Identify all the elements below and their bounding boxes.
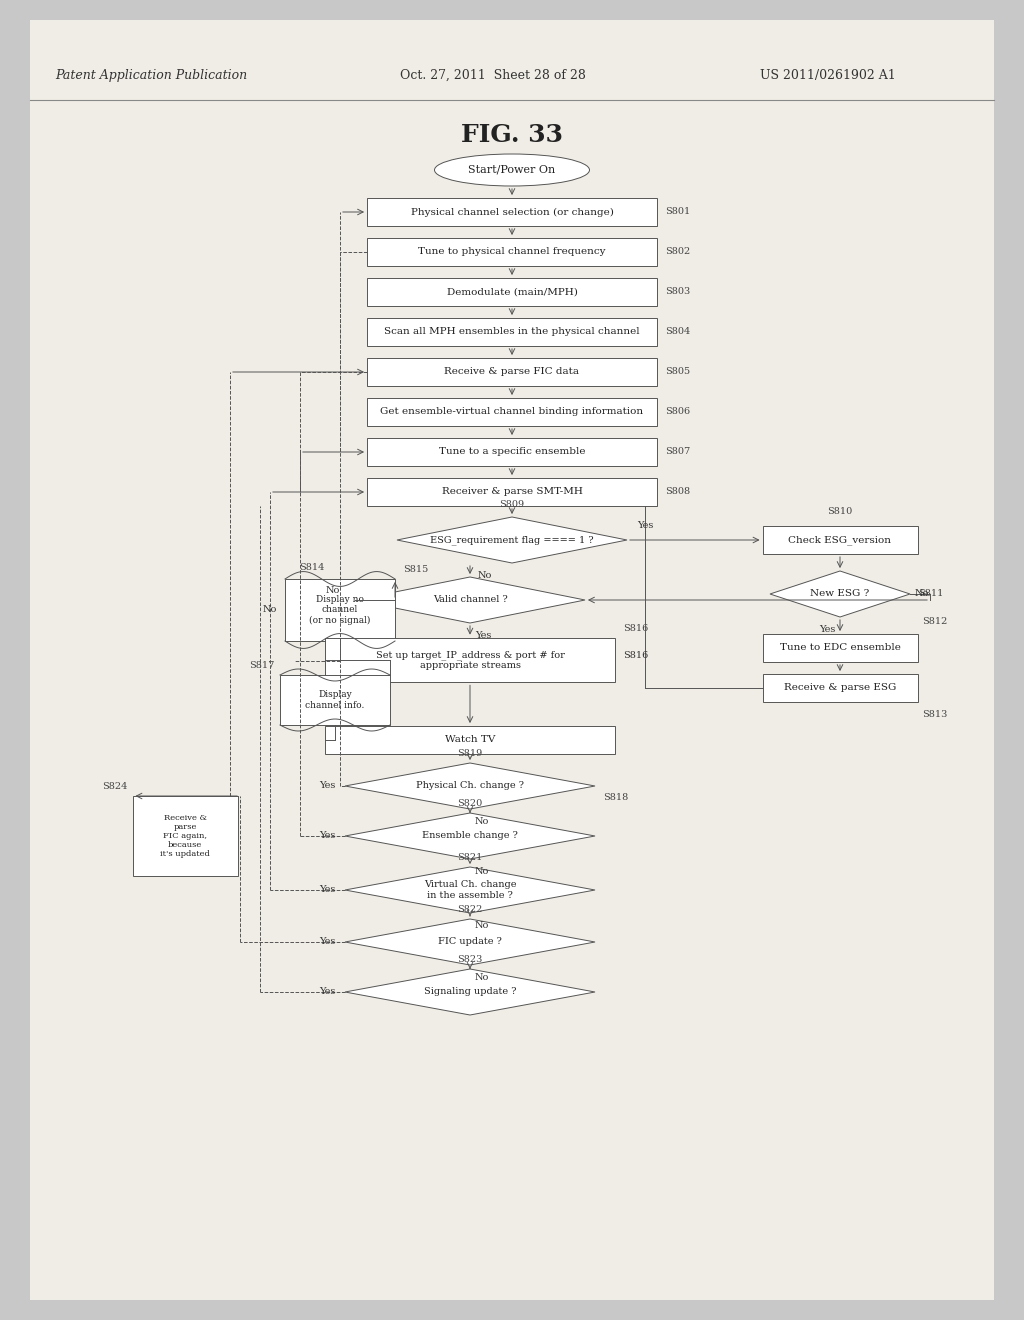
Bar xyxy=(367,238,657,267)
Text: S814: S814 xyxy=(300,564,325,572)
Text: S817: S817 xyxy=(250,661,275,671)
Text: Receive & parse FIC data: Receive & parse FIC data xyxy=(444,367,580,376)
Bar xyxy=(763,525,918,554)
Polygon shape xyxy=(345,763,595,809)
Text: Tune to physical channel frequency: Tune to physical channel frequency xyxy=(418,248,606,256)
Text: Receiver & parse SMT-MH: Receiver & parse SMT-MH xyxy=(441,487,583,496)
Text: S824: S824 xyxy=(102,781,128,791)
Text: FIC update ?: FIC update ? xyxy=(438,937,502,946)
Bar xyxy=(367,438,657,466)
Text: No: No xyxy=(262,606,278,615)
Text: S821: S821 xyxy=(458,853,482,862)
Text: Yes: Yes xyxy=(318,886,335,895)
Text: S806: S806 xyxy=(665,408,690,417)
Bar xyxy=(367,399,657,426)
Text: S816: S816 xyxy=(623,623,648,632)
Text: Start/Power On: Start/Power On xyxy=(468,165,556,176)
Text: Valid channel ?: Valid channel ? xyxy=(432,595,507,605)
Polygon shape xyxy=(770,572,910,616)
Text: S801: S801 xyxy=(665,207,690,216)
Text: S804: S804 xyxy=(665,327,690,337)
Text: No: No xyxy=(478,572,493,579)
Text: Ensemble change ?: Ensemble change ? xyxy=(422,832,518,841)
Text: Receive & parse ESG: Receive & parse ESG xyxy=(783,684,896,693)
Text: S810: S810 xyxy=(827,507,853,516)
Ellipse shape xyxy=(434,154,590,186)
Text: Yes: Yes xyxy=(318,937,335,946)
Text: Virtual Ch. change
in the assemble ?: Virtual Ch. change in the assemble ? xyxy=(424,880,516,900)
Text: ESG_requirement flag ==== 1 ?: ESG_requirement flag ==== 1 ? xyxy=(430,535,594,545)
Text: Yes: Yes xyxy=(318,781,335,791)
Text: New ESG ?: New ESG ? xyxy=(810,590,869,598)
Text: S818: S818 xyxy=(603,793,629,803)
Polygon shape xyxy=(397,517,627,564)
Text: Get ensemble-virtual channel binding information: Get ensemble-virtual channel binding inf… xyxy=(381,408,643,417)
Text: Signaling update ?: Signaling update ? xyxy=(424,987,516,997)
Text: Yes: Yes xyxy=(318,832,335,841)
Text: FIG. 33: FIG. 33 xyxy=(461,123,563,147)
Text: Display no
channel
(or no signal): Display no channel (or no signal) xyxy=(309,595,371,624)
Text: No: No xyxy=(326,586,340,595)
Text: Yes: Yes xyxy=(637,521,653,531)
Polygon shape xyxy=(345,813,595,859)
Text: No: No xyxy=(475,921,489,931)
Polygon shape xyxy=(345,969,595,1015)
Polygon shape xyxy=(355,577,585,623)
Bar xyxy=(763,634,918,663)
Bar xyxy=(325,638,615,682)
Text: S823: S823 xyxy=(458,954,482,964)
Text: Demodulate (main/MPH): Demodulate (main/MPH) xyxy=(446,288,578,297)
Text: S815: S815 xyxy=(403,565,428,574)
Text: Patent Application Publication: Patent Application Publication xyxy=(55,69,247,82)
Text: Physical channel selection (or change): Physical channel selection (or change) xyxy=(411,207,613,216)
Text: Receive &
parse
FIC again,
because
it's updated: Receive & parse FIC again, because it's … xyxy=(160,813,210,858)
Text: S822: S822 xyxy=(458,906,482,913)
Bar xyxy=(367,318,657,346)
Text: No: No xyxy=(475,973,489,982)
Text: Tune to a specific ensemble: Tune to a specific ensemble xyxy=(438,447,586,457)
Bar xyxy=(285,579,395,642)
Bar xyxy=(132,796,238,876)
Bar xyxy=(325,726,615,754)
Text: Check ESG_version: Check ESG_version xyxy=(788,535,892,545)
Text: No: No xyxy=(915,590,930,598)
Text: Set up target_IP_address & port # for
appropriate streams: Set up target_IP_address & port # for ap… xyxy=(376,649,564,671)
Text: S816: S816 xyxy=(623,652,648,660)
Bar xyxy=(367,358,657,385)
Text: S820: S820 xyxy=(458,799,482,808)
Text: Oct. 27, 2011  Sheet 28 of 28: Oct. 27, 2011 Sheet 28 of 28 xyxy=(400,69,586,82)
Bar xyxy=(367,279,657,306)
Text: S811: S811 xyxy=(918,590,943,598)
Text: S819: S819 xyxy=(458,748,482,758)
Text: Tune to EDC ensemble: Tune to EDC ensemble xyxy=(779,644,900,652)
Text: US 2011/0261902 A1: US 2011/0261902 A1 xyxy=(760,69,896,82)
Text: Scan all MPH ensembles in the physical channel: Scan all MPH ensembles in the physical c… xyxy=(384,327,640,337)
Text: Yes: Yes xyxy=(318,987,335,997)
Text: S813: S813 xyxy=(923,710,948,719)
Text: No: No xyxy=(475,817,489,826)
Bar xyxy=(367,478,657,506)
Bar xyxy=(367,198,657,226)
Polygon shape xyxy=(345,867,595,913)
Text: S805: S805 xyxy=(665,367,690,376)
Bar xyxy=(280,675,390,725)
Text: Watch TV: Watch TV xyxy=(444,735,496,744)
Text: S807: S807 xyxy=(665,447,690,457)
Text: S803: S803 xyxy=(665,288,690,297)
Text: S809: S809 xyxy=(500,500,524,510)
Text: S802: S802 xyxy=(665,248,690,256)
Text: No: No xyxy=(475,867,489,876)
Polygon shape xyxy=(345,919,595,965)
Text: Display
channel info.: Display channel info. xyxy=(305,690,365,710)
Text: S812: S812 xyxy=(923,616,948,626)
Text: S808: S808 xyxy=(665,487,690,496)
Text: Yes: Yes xyxy=(475,631,492,640)
Bar xyxy=(763,675,918,702)
Text: Yes: Yes xyxy=(818,624,835,634)
Text: Physical Ch. change ?: Physical Ch. change ? xyxy=(416,781,524,791)
